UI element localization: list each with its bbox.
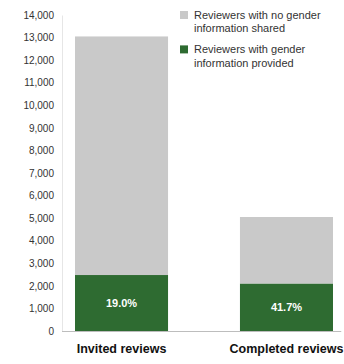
- y-tick: 5,000: [29, 213, 62, 224]
- bar-segment: [240, 283, 333, 331]
- chart: 0 1,000 2,000 3,000 4,000 5,000 6,000 7,000 8,00…: [0, 0, 344, 364]
- y-tick: 0: [48, 326, 62, 337]
- legend-item: Reviewers with genderinformation provide…: [180, 43, 306, 68]
- y-tick-label: 11,000: [24, 77, 54, 88]
- y-tick-label: 4,000: [29, 235, 54, 246]
- y-tick-label: 9,000: [29, 123, 54, 134]
- x-tick: Invited reviews: [77, 331, 167, 356]
- y-axis-line: [62, 16, 63, 332]
- y-tick: 14,000: [23, 10, 62, 21]
- y-tick-label: 2,000: [29, 281, 54, 292]
- legend-label: Reviewers with no genderinformation shar…: [194, 9, 321, 34]
- y-tick: 12,000: [23, 55, 62, 66]
- bars: [75, 36, 333, 331]
- bar-segment: [240, 217, 333, 283]
- legend-item: Reviewers with no genderinformation shar…: [180, 9, 321, 34]
- y-tick-label: 10,000: [23, 100, 54, 111]
- bar-segment: [75, 36, 168, 275]
- data-labels: 19.0% 41.7%: [106, 297, 302, 313]
- y-tick-label: 8,000: [29, 145, 54, 156]
- y-tick: 6,000: [29, 190, 62, 201]
- y-tick: 2,000: [29, 281, 62, 292]
- y-tick-label: 3,000: [29, 258, 54, 269]
- y-tick-label: 5,000: [29, 213, 54, 224]
- x-tick-label: Invited reviews: [77, 342, 167, 356]
- y-tick-label: 1,000: [29, 303, 54, 314]
- y-tick: 13,000: [23, 32, 62, 43]
- share-label: 19.0%: [106, 297, 137, 309]
- bar-segment: [75, 275, 168, 331]
- y-axis: 0 1,000 2,000 3,000 4,000 5,000 6,000 7,000 8,00…: [23, 10, 62, 337]
- y-tick-label: 12,000: [23, 55, 54, 66]
- legend: Reviewers with no genderinformation shar…: [180, 9, 321, 69]
- x-axis: Invited reviews Completed reviews: [62, 331, 343, 356]
- legend-label: Reviewers with genderinformation provide…: [194, 43, 306, 68]
- y-tick: 8,000: [29, 145, 62, 156]
- y-tick-label: 6,000: [29, 190, 54, 201]
- y-tick-label: 13,000: [23, 32, 54, 43]
- y-tick: 7,000: [29, 168, 62, 179]
- y-tick-label: 7,000: [29, 168, 54, 179]
- y-tick: 9,000: [29, 123, 62, 134]
- y-tick: 4,000: [29, 235, 62, 246]
- legend-swatch: [180, 11, 188, 19]
- share-label: 41.7%: [271, 301, 302, 313]
- y-tick: 1,000: [29, 303, 62, 314]
- y-tick-label: 0: [48, 326, 54, 337]
- y-tick: 3,000: [29, 258, 62, 269]
- x-tick-label: Completed reviews: [230, 342, 344, 356]
- legend-swatch: [180, 45, 188, 53]
- y-tick: 10,000: [23, 100, 62, 111]
- y-tick: 11,000: [24, 77, 62, 88]
- x-tick: Completed reviews: [230, 331, 344, 356]
- y-tick-label: 14,000: [23, 10, 54, 21]
- x-axis-line: [62, 331, 341, 332]
